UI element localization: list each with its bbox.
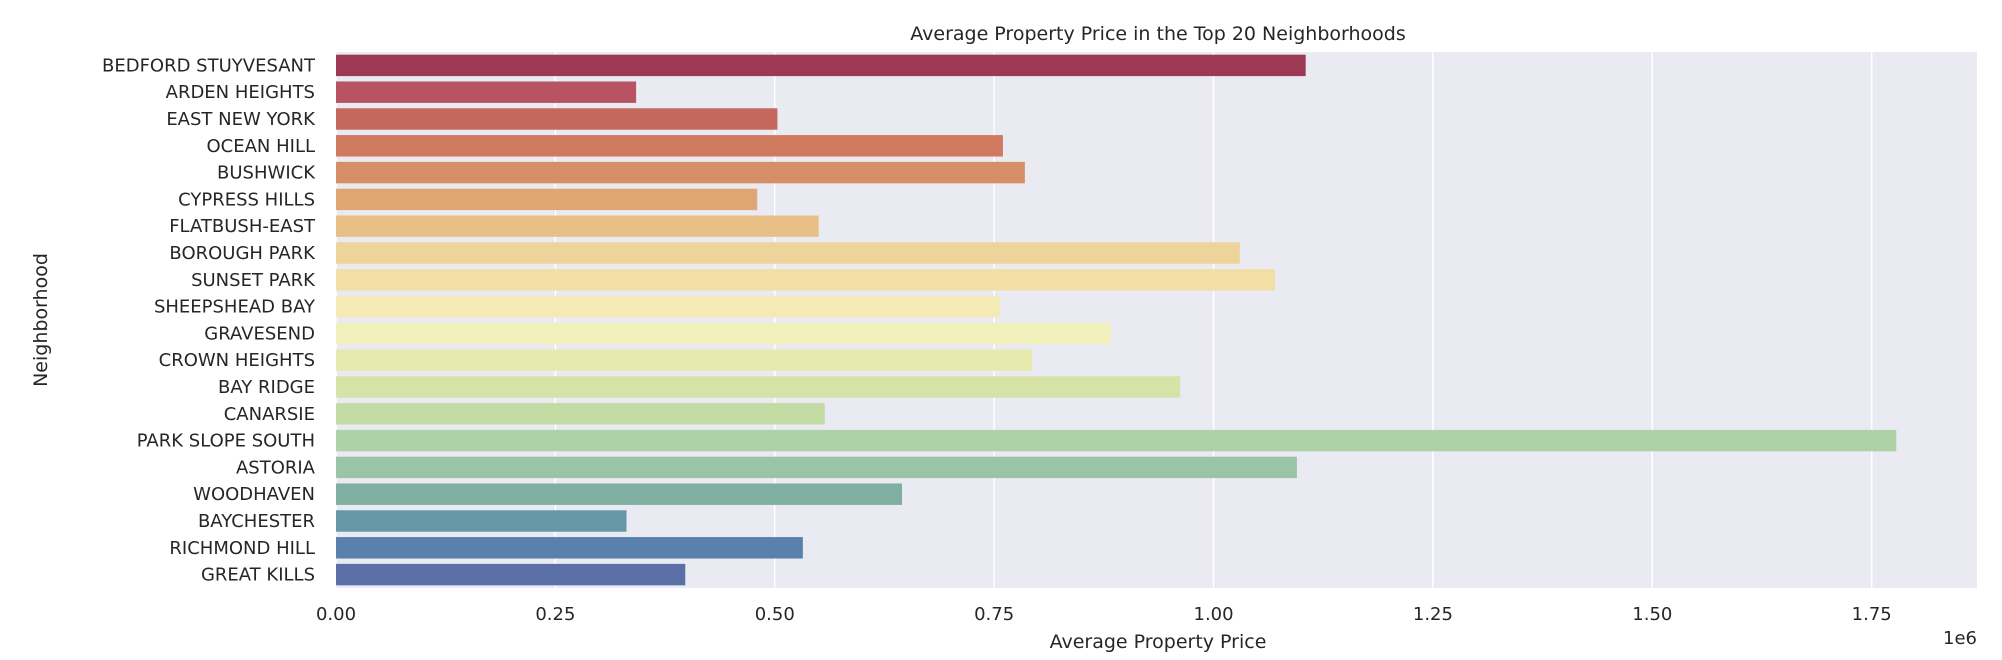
x-tick-label: 1.25 <box>1413 604 1453 625</box>
y-tick-label: BEDFORD STUYVESANT <box>102 55 316 76</box>
y-tick-label: GRAVESEND <box>204 323 315 344</box>
bar <box>336 188 758 211</box>
y-tick-label: EAST NEW YORK <box>166 109 316 130</box>
bar <box>336 429 1897 452</box>
y-tick-label: ARDEN HEIGHTS <box>166 82 315 103</box>
y-tick-label: CROWN HEIGHTS <box>159 350 315 371</box>
bars <box>336 54 1897 586</box>
bar <box>336 537 803 559</box>
bar <box>336 403 825 425</box>
bar <box>336 510 627 532</box>
y-axis-title: Neighborhood <box>30 253 52 387</box>
x-tick-label: 1.75 <box>1852 604 1892 625</box>
y-tick-label: RICHMOND HILL <box>169 538 315 559</box>
x-tick-label: 1.00 <box>1194 604 1234 625</box>
bar <box>336 483 903 505</box>
chart-title: Average Property Price in the Top 20 Nei… <box>910 23 1405 45</box>
x-tick-label: 0.25 <box>535 604 575 625</box>
bar <box>336 456 1297 479</box>
bar <box>336 349 1032 371</box>
bar <box>336 135 1003 157</box>
y-tick-labels: BEDFORD STUYVESANT ARDEN HEIGHTS EAST NEW … <box>102 55 316 585</box>
y-tick-label: SUNSET PARK <box>191 270 316 291</box>
y-tick-label: OCEAN HILL <box>206 136 315 157</box>
bar <box>336 161 1025 184</box>
bar <box>336 242 1240 264</box>
y-tick-label: CANARSIE <box>224 404 315 425</box>
y-tick-label: BOROUGH PARK <box>169 243 316 264</box>
bar <box>336 215 819 237</box>
x-tick-label: 0.75 <box>974 604 1014 625</box>
bar <box>336 81 637 103</box>
bar <box>336 108 778 130</box>
y-tick-label: SHEEPSHEAD BAY <box>154 297 316 318</box>
y-tick-label: CYPRESS HILLS <box>178 189 315 210</box>
y-tick-label: BUSHWICK <box>217 163 316 184</box>
bar <box>336 54 1306 77</box>
plot-area <box>336 52 1977 588</box>
bar <box>336 269 1275 291</box>
bar <box>336 322 1111 345</box>
y-tick-label: FLATBUSH-EAST <box>169 216 316 237</box>
bar <box>336 376 1181 398</box>
y-tick-label: ASTORIA <box>236 457 316 478</box>
x-tick-label: 0.50 <box>755 604 795 625</box>
x-axis-title: Average Property Price <box>1050 631 1267 653</box>
x-offset-label: 1e6 <box>1943 628 1977 649</box>
y-tick-label: GREAT KILLS <box>201 565 315 586</box>
bar <box>336 295 1001 318</box>
bar <box>336 563 686 586</box>
x-tick-label: 0.00 <box>316 604 356 625</box>
x-tick-label: 1.50 <box>1632 604 1672 625</box>
y-tick-label: BAYCHESTER <box>198 511 315 532</box>
y-tick-label: WOODHAVEN <box>193 484 315 505</box>
y-tick-label: BAY RIDGE <box>218 377 315 398</box>
x-tick-labels: 0.00 0.25 0.50 0.75 1.00 1.25 1.50 1.75 <box>316 604 1892 625</box>
y-tick-label: PARK SLOPE SOUTH <box>137 431 315 452</box>
